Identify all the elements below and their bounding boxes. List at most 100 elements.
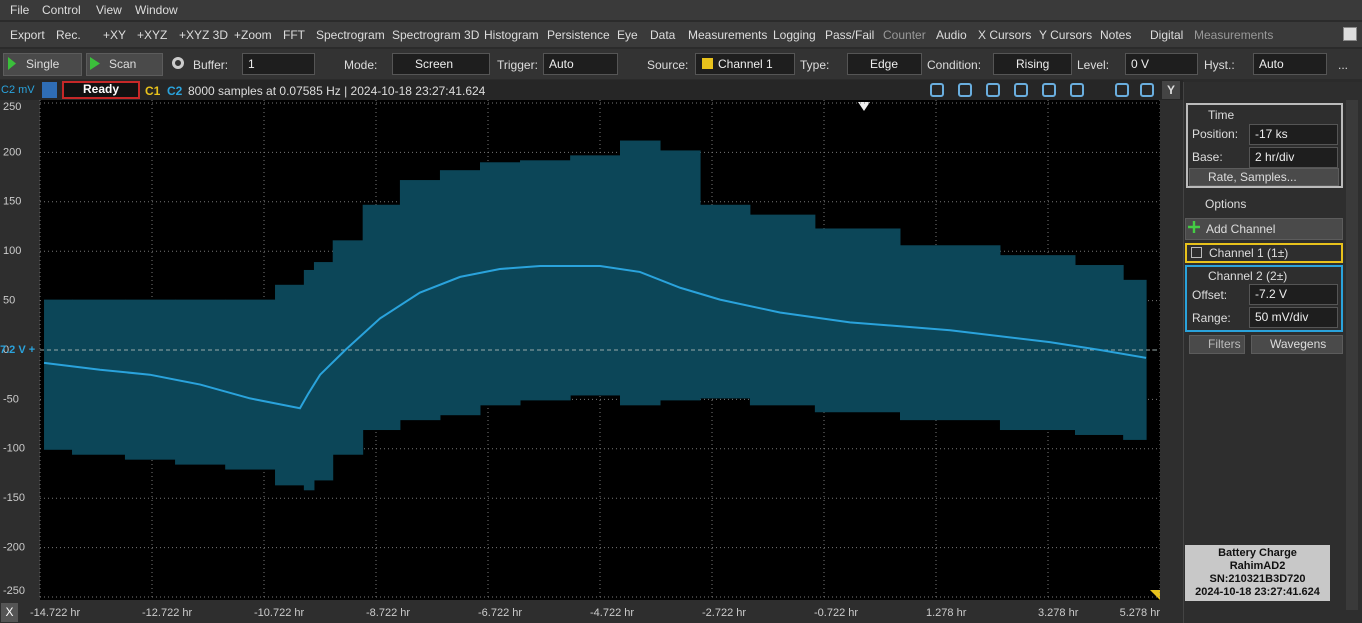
menu-item[interactable]: Control	[42, 3, 81, 17]
channel-1-box[interactable]: Channel 1 (1±)	[1185, 243, 1343, 263]
add-icon[interactable]	[322, 55, 336, 71]
signal-envelope	[479, 162, 521, 406]
signal-trace	[43, 265, 1147, 410]
toolbar-button[interactable]: +XYZ	[137, 28, 168, 42]
x-tick-label: -6.722 hr	[478, 607, 522, 619]
signal-envelope	[1123, 279, 1147, 440]
signal-envelope	[520, 160, 571, 401]
filters-button[interactable]: Filters	[1189, 335, 1245, 354]
level-marker	[1150, 590, 1160, 600]
toolbar-button[interactable]: Y Cursors	[1039, 28, 1093, 42]
view-tool[interactable]	[1014, 83, 1028, 97]
panel-minimize[interactable]	[1343, 27, 1357, 41]
signal-envelope	[399, 180, 441, 421]
toolbar-button[interactable]: FFT	[283, 28, 305, 42]
scrollbar[interactable]	[1346, 100, 1358, 610]
settings-icon[interactable]	[172, 57, 184, 69]
run-state: Ready	[62, 81, 140, 99]
channel-2-title[interactable]: Channel 2 (2±)	[1208, 269, 1288, 283]
toolbar-button[interactable]: Persistence	[547, 28, 610, 42]
x-tick-label: 5.278 hr	[1120, 607, 1161, 619]
toolbar-button[interactable]: Measurements	[688, 28, 768, 42]
dropdown[interactable]: 50 mV/div	[1249, 307, 1338, 328]
scan-button[interactable]: Scan	[86, 53, 163, 76]
view-tool[interactable]	[1042, 83, 1056, 97]
toolbar-button[interactable]: Measurements	[1194, 28, 1274, 42]
field-label: Range:	[1192, 311, 1231, 325]
channel-2-box	[1185, 265, 1343, 332]
x-axis-area	[0, 600, 1183, 623]
toolbar-button[interactable]: +XY	[103, 28, 127, 42]
dropdown[interactable]: Auto	[1253, 53, 1327, 75]
toolbar-button[interactable]: Eye	[617, 28, 638, 42]
x-tick-label: -10.722 hr	[254, 607, 304, 619]
toolbar-button[interactable]: Export	[10, 28, 45, 42]
menu-item[interactable]: View	[96, 3, 122, 17]
y-tick-label: 150	[3, 196, 21, 208]
menu-item[interactable]: Window	[135, 3, 178, 17]
channel-tag: C2	[167, 84, 183, 98]
view-tool[interactable]	[930, 83, 944, 97]
single-button[interactable]: Single	[3, 53, 82, 76]
toolbar-button[interactable]: Audio	[936, 28, 967, 42]
dropdown[interactable]: 2 hr/div	[1249, 147, 1338, 168]
signal-envelope	[439, 170, 481, 416]
y-tick-label: -250	[3, 585, 25, 597]
toolbar-button[interactable]: Logging	[773, 28, 816, 42]
toolbar-button[interactable]: Digital	[1150, 28, 1184, 42]
view-tool[interactable]	[958, 83, 972, 97]
x-tick-label: 1.278 hr	[926, 607, 967, 619]
dropdown[interactable]: -17 ks	[1249, 124, 1338, 145]
toolbar-button[interactable]: Notes	[1100, 28, 1132, 42]
dropdown[interactable]: Auto	[543, 53, 618, 75]
toolbar-button[interactable]: Spectrogram 3D	[392, 28, 480, 42]
acquisition-info: 8000 samples at 0.07585 Hz | 2024-10-18 …	[188, 84, 486, 98]
x-tick-label: -2.722 hr	[702, 607, 746, 619]
x-tick-label: -14.722 hr	[30, 607, 80, 619]
scroll-area	[1160, 100, 1183, 623]
device-info: Battery Charge RahimAD2 SN:210321B3D720 202…	[1185, 545, 1330, 601]
toolbar-button[interactable]: +XYZ 3D	[179, 28, 229, 42]
field-label: Mode:	[344, 58, 378, 72]
view-tool[interactable]	[1115, 83, 1129, 97]
field-label: Trigger:	[497, 58, 538, 72]
dropdown[interactable]: Channel 1	[695, 53, 795, 75]
toolbar-button[interactable]: Pass/Fail	[825, 28, 875, 42]
x-axis-button[interactable]: X	[1, 603, 18, 622]
dropdown[interactable]: 0 V	[1125, 53, 1198, 75]
menu-item[interactable]: File	[10, 3, 30, 17]
dropdown[interactable]: -7.2 V	[1249, 284, 1338, 305]
dropdown[interactable]: Screen	[392, 53, 490, 75]
single-icon	[8, 57, 16, 70]
field-label: Hyst.:	[1204, 58, 1235, 72]
toolbar-button[interactable]: Histogram	[484, 28, 539, 42]
toolbar-button[interactable]: +Zoom	[234, 28, 272, 42]
toolbar-button[interactable]: Counter	[883, 28, 926, 42]
rate-button[interactable]: Rate, Samples...	[1189, 168, 1339, 186]
time-title: Time	[1208, 108, 1235, 122]
view-tool[interactable]	[986, 83, 1000, 97]
signal-envelope	[999, 255, 1076, 431]
view-tool[interactable]	[1070, 83, 1084, 97]
dropdown[interactable]: Edge	[847, 53, 922, 75]
toolbar-button[interactable]: Rec.	[56, 28, 81, 42]
wavegens-button[interactable]: Wavegens	[1251, 335, 1343, 354]
options-label[interactable]: Options	[1205, 197, 1247, 211]
signal-envelope	[570, 155, 621, 396]
toolbar-button[interactable]: Data	[650, 28, 676, 42]
dropdown[interactable]: 1	[242, 53, 315, 75]
checkbox[interactable]	[1191, 247, 1202, 258]
info-line: 2024-10-18 23:27:41.624	[1195, 586, 1320, 598]
run-arrow[interactable]	[42, 82, 57, 98]
view-tool[interactable]	[1140, 83, 1154, 97]
toolbar-button[interactable]: X Cursors	[978, 28, 1032, 42]
source-swatch	[702, 58, 713, 69]
more-button[interactable]: ...	[1338, 58, 1349, 72]
dropdown[interactable]: Rising	[993, 53, 1072, 75]
y-tick-label: 250	[3, 101, 21, 113]
add-channel-button[interactable]: Add Channel	[1185, 218, 1343, 240]
toolbar-button[interactable]: Spectrogram	[316, 28, 385, 42]
signal-envelope	[814, 228, 901, 413]
axis-button[interactable]: Y	[1162, 81, 1180, 99]
field-label: Type:	[800, 58, 830, 72]
